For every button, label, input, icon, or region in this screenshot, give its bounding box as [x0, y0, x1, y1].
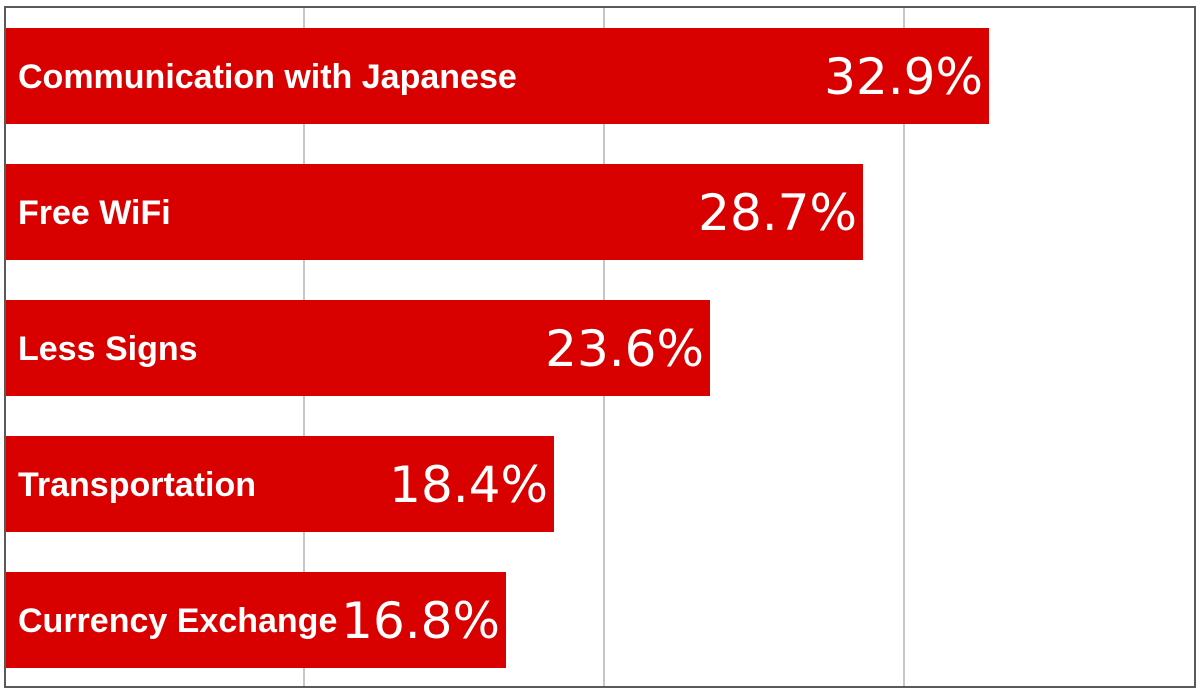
value-label: 32.9% — [824, 48, 983, 106]
bar-group-5: Currency Exchange 16.8% — [6, 572, 506, 668]
bars: Communication with Japanese 32.9% Free WiF… — [6, 28, 989, 668]
bar — [6, 164, 863, 260]
category-label: Free WiFi — [18, 194, 171, 232]
bar-group-2: Free WiFi 28.7% — [6, 164, 863, 260]
bar-group-1: Communication with Japanese 32.9% — [6, 28, 989, 124]
value-label: 18.4% — [389, 456, 548, 514]
category-label: Less Signs — [18, 330, 198, 368]
bar-chart: Communication with Japanese 32.9% Free WiF… — [6, 8, 989, 686]
bar-group-4: Transportation 18.4% — [6, 436, 554, 532]
category-label: Transportation — [18, 466, 256, 504]
chart-frame: Communication with Japanese 32.9% Free WiF… — [4, 6, 1196, 688]
value-label: 23.6% — [545, 320, 704, 378]
bar — [6, 572, 506, 668]
value-label: 28.7% — [698, 184, 857, 242]
bar — [6, 300, 710, 396]
value-label: 16.8% — [341, 592, 500, 650]
bar — [6, 436, 554, 532]
bar — [6, 28, 989, 124]
category-label: Currency Exchange — [18, 602, 337, 640]
category-label: Communication with Japanese — [18, 58, 517, 96]
bar-group-3: Less Signs 23.6% — [6, 300, 710, 396]
